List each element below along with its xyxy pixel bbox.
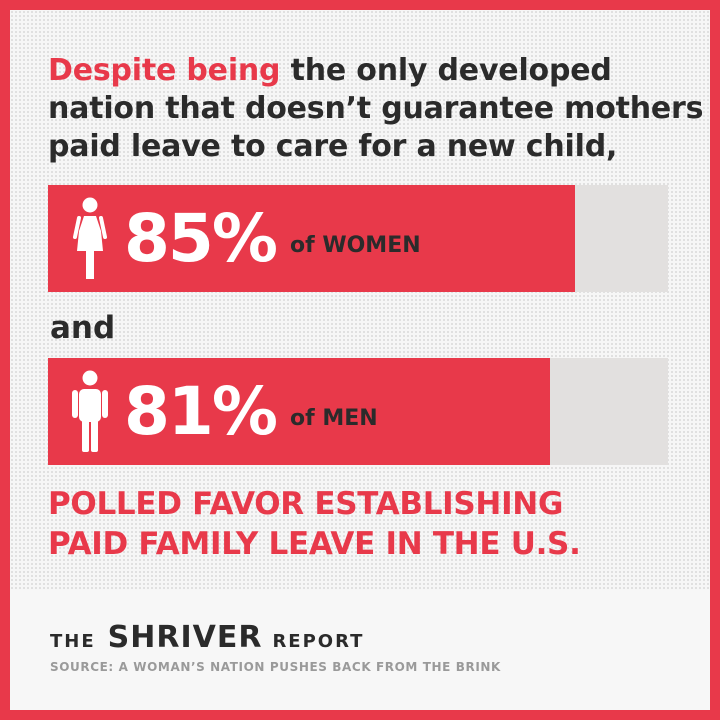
bar-women: [48, 185, 575, 292]
man-icon: [72, 370, 108, 452]
bar-men: [48, 358, 551, 465]
bar-men-content: 81% of MEN: [48, 358, 378, 465]
headline-line-1-rest: the only developed: [280, 53, 612, 88]
conclusion: POLLED FAVOR ESTABLISHING PAID FAMILY LE…: [48, 484, 698, 564]
category-label-women: of WOMEN: [289, 233, 421, 258]
conjunction-text: and: [50, 310, 116, 346]
value-label-women: 85%: [124, 199, 278, 277]
brand-name: SHRIVER: [107, 620, 263, 655]
headline-line-1: Despite being the only developed: [48, 52, 688, 90]
headline-line-3: paid leave to care for a new child,: [48, 129, 618, 164]
bar-women-content: 85% of WOMEN: [48, 185, 421, 292]
footer: [10, 590, 710, 710]
headline-accent: Despite being: [48, 53, 281, 88]
category-label-men: of MEN: [289, 406, 378, 431]
headline-line-2: nation that doesn’t guarantee mothers: [48, 91, 704, 126]
conclusion-line-2: PAID FAMILY LEAVE IN THE U.S.: [48, 526, 581, 562]
headline: Despite being the only developed nation …: [48, 52, 704, 166]
value-label-men: 81%: [124, 372, 278, 450]
bar-track-men: 81% of MEN: [48, 358, 668, 465]
brand-suffix: REPORT: [272, 631, 365, 652]
source-note: SOURCE: A WOMAN’S NATION PUSHES BACK FRO…: [50, 660, 501, 674]
conclusion-line-1: POLLED FAVOR ESTABLISHING: [48, 486, 564, 522]
dotted-panel: [10, 10, 710, 590]
woman-icon: [73, 197, 107, 279]
brand-logo: THE SHRIVER REPORT: [50, 620, 364, 655]
bar-track-women: 85% of WOMEN: [48, 185, 668, 292]
brand-prefix: THE: [50, 631, 96, 652]
